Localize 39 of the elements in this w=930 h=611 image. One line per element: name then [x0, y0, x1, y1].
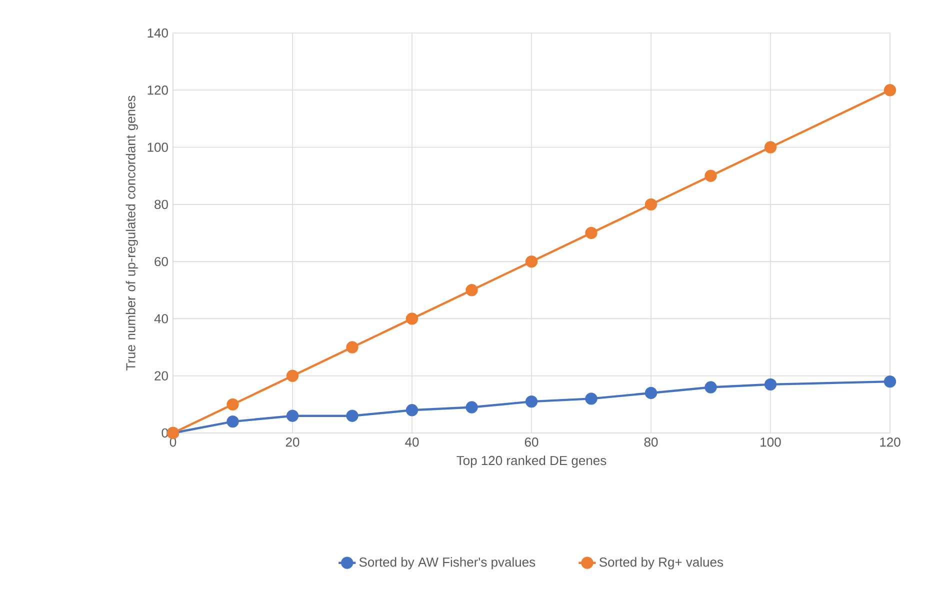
- point: [585, 226, 598, 240]
- legend-label: Sorted by AW Fisher's pvalues: [359, 557, 536, 570]
- point: [226, 415, 239, 428]
- point: [406, 312, 418, 325]
- point: [884, 375, 896, 388]
- point: [525, 395, 538, 408]
- point: [644, 198, 658, 211]
- point: [585, 392, 598, 405]
- y-tick-label: 60: [154, 256, 168, 266]
- point: [704, 381, 717, 394]
- y-tick-label: 140: [148, 28, 168, 38]
- point: [286, 410, 299, 422]
- point: [525, 255, 538, 268]
- y-tick-label: 100: [148, 142, 168, 152]
- x-tick-label: 80: [644, 438, 658, 447]
- point: [406, 404, 418, 416]
- x-tick-label: 20: [286, 438, 300, 447]
- legend-label: Sorted by Rg+ values: [599, 557, 724, 570]
- x-tick-label: 40: [405, 438, 419, 447]
- y-tick-label: 120: [148, 86, 168, 95]
- y-tick-label: 20: [154, 371, 168, 380]
- y-tick-label: 80: [154, 200, 168, 210]
- x-tick-label: 100: [760, 438, 781, 447]
- point: [346, 410, 358, 422]
- x-tick-label: 120: [880, 438, 900, 447]
- x-tick-label: 60: [524, 438, 538, 447]
- point: [346, 341, 358, 354]
- point: [764, 141, 777, 154]
- point: [466, 401, 478, 414]
- point: [466, 284, 478, 296]
- point: [286, 370, 299, 382]
- x-axis-title: Top 120 ranked DE genes: [456, 456, 606, 468]
- y-tick-label: 40: [154, 314, 168, 324]
- point: [764, 378, 777, 391]
- y-axis-title: True number of up-regulated concordant genes: [126, 96, 138, 370]
- point: [226, 398, 239, 411]
- point: [704, 170, 717, 182]
- point: [884, 84, 896, 96]
- point: [644, 386, 658, 400]
